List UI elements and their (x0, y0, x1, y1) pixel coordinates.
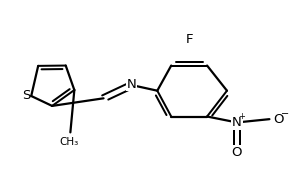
Text: +: + (239, 112, 245, 121)
Text: O: O (274, 113, 284, 126)
Text: −: − (281, 109, 289, 119)
Text: O: O (232, 146, 242, 159)
Text: F: F (185, 33, 193, 46)
Text: N: N (127, 77, 137, 91)
Text: N: N (232, 116, 242, 129)
Text: CH₃: CH₃ (60, 137, 79, 147)
Text: S: S (22, 89, 30, 102)
